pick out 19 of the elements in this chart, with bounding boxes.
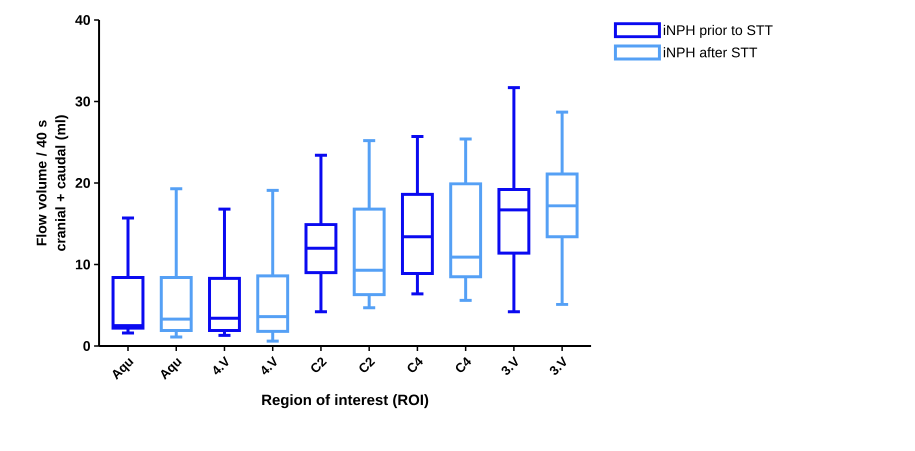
x-tick-label: 4.V [214,356,228,375]
y-tick-label: 40 [75,15,90,25]
y-tick-label: 10 [76,260,90,270]
y-tick-label: 20 [76,178,90,188]
y-tick-label: 0 [83,341,90,351]
x-tick-label: Aqu [112,358,134,380]
y-axis-title: Flow volume / 40 s cranial + caudal (ml) [36,115,68,251]
x-tick-label: 3.V [502,356,518,375]
legend-label: iNPH prior to STT [664,24,773,38]
x-tick-label: Aqu [160,358,182,380]
legend-label: iNPH after STT [664,47,758,58]
x-tick-label: C2 [311,357,327,372]
x-tick-label: 4.V [262,356,277,375]
x-tick-label: C4 [456,356,472,372]
x-tick-label: C4 [408,356,423,372]
x-axis-title: Region of interest (ROI) [262,394,428,408]
x-tick-label: C2 [359,357,376,372]
y-tick-label: 30 [75,96,90,106]
x-tick-label: 3.V [550,356,566,375]
